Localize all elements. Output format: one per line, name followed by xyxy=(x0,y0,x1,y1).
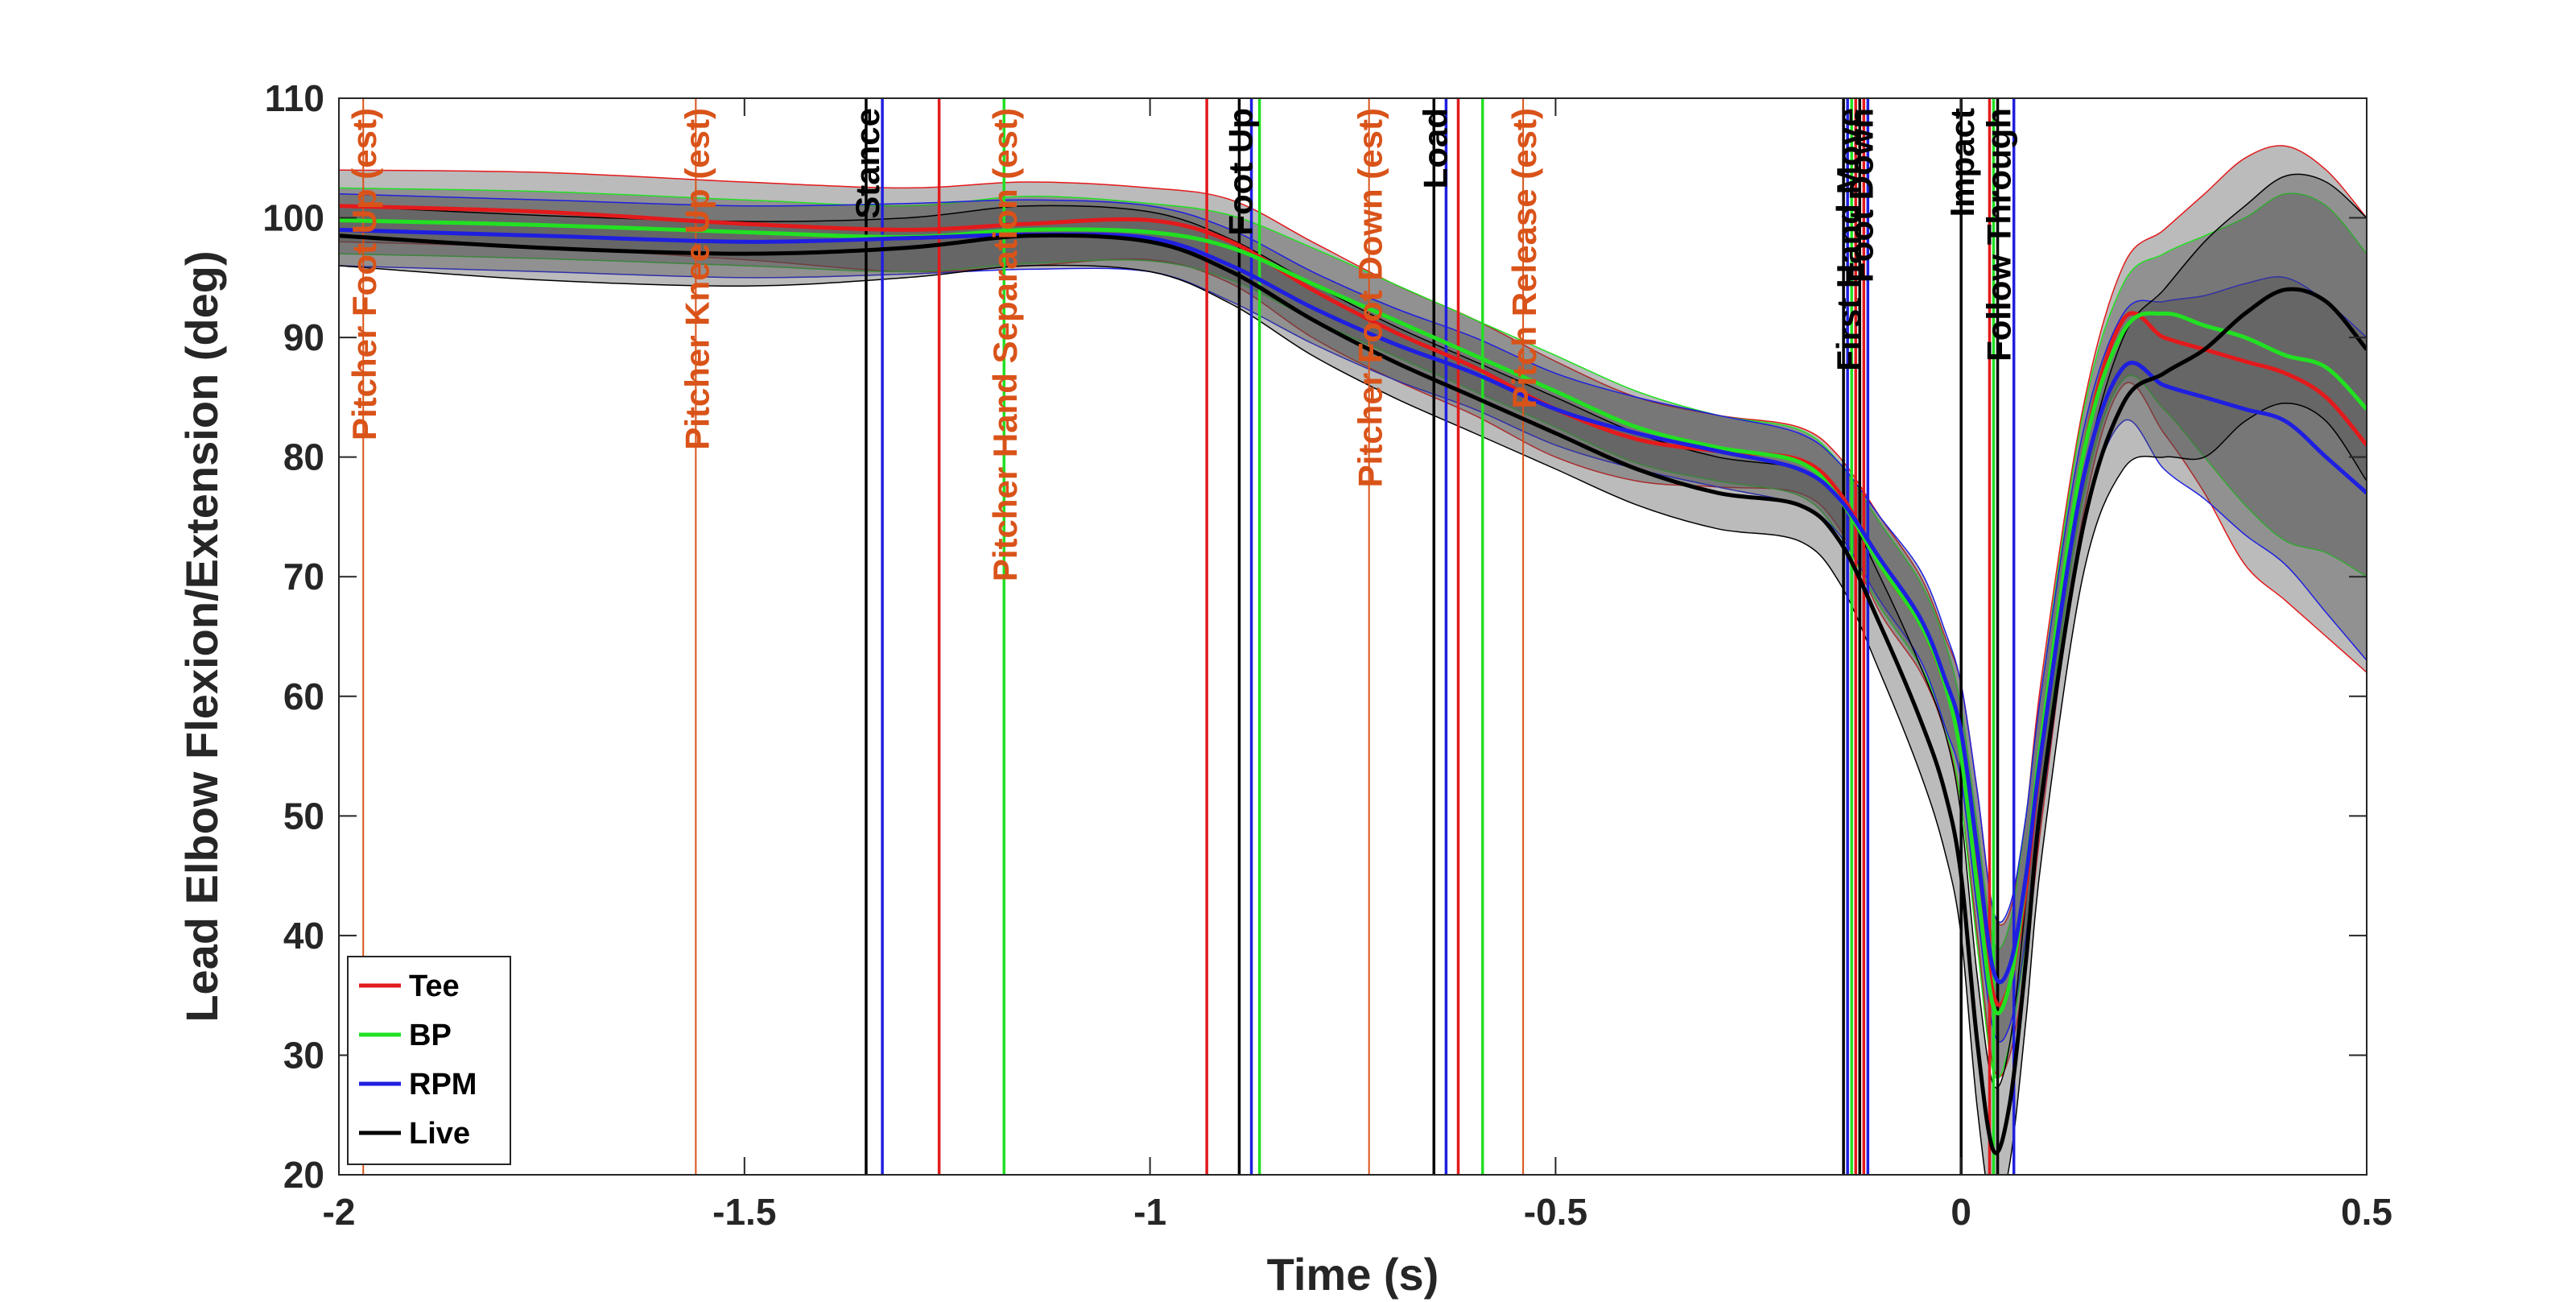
x-axis-label: Time (s) xyxy=(1267,1249,1439,1300)
series-line-bp xyxy=(339,218,2367,1015)
pitcher-event-label: Pitcher Foot Down (est) xyxy=(1352,108,1389,487)
y-axis-label: Lead Elbow Flexion/Extension (deg) xyxy=(176,250,227,1022)
y-tick-label: 80 xyxy=(283,436,324,478)
pitcher-event-label: Pitch Release (est) xyxy=(1505,108,1543,409)
band-rpm xyxy=(339,193,2367,1043)
band-bp xyxy=(339,187,2367,1080)
x-tick-label: 0.5 xyxy=(2341,1191,2392,1233)
swing-event-label: Follow Through xyxy=(1980,108,2018,362)
y-tick-label: 60 xyxy=(283,676,324,717)
legend-label-rpm: RPM xyxy=(409,1068,477,1102)
y-tick-label: 90 xyxy=(283,316,324,358)
swing-event-label: Foot Up xyxy=(1221,108,1259,236)
y-tick-label: 40 xyxy=(283,915,324,957)
legend: Tee BP RPM Live xyxy=(347,956,511,1165)
axes: -2 -1.5 -1 -0.5 0 0.5 20 30 40 50 60 70 80 90 100 110 xyxy=(262,77,2392,1233)
pitcher-event-label: Pitcher Knee Up (est) xyxy=(678,108,716,450)
series-line-live xyxy=(339,233,2367,1155)
swing-event-label: Impact xyxy=(1943,108,1981,217)
y-tick-label: 20 xyxy=(283,1154,324,1196)
legend-label-live: Live xyxy=(409,1117,470,1151)
legend-label-bp: BP xyxy=(409,1019,452,1052)
legend-label-tee: Tee xyxy=(409,969,460,1003)
swing-event-label: Foot Down xyxy=(1842,108,1880,283)
band-tee xyxy=(339,145,2367,1078)
y-tick-label: 50 xyxy=(283,795,324,837)
confidence-bands xyxy=(339,145,2367,1175)
x-tick-label: -1.5 xyxy=(712,1191,776,1233)
pitcher-event-label: Pitcher Hand Separation (est) xyxy=(986,108,1024,581)
y-tick-label: 110 xyxy=(265,77,324,119)
pitcher-event-label: Pitcher Foot Up (est) xyxy=(345,108,383,440)
swing-event-label: First Hand Move xyxy=(1830,108,1868,371)
legend-box xyxy=(347,956,511,1165)
x-tick-label: -2 xyxy=(323,1191,356,1233)
y-tick-label: 30 xyxy=(283,1034,324,1076)
band-live xyxy=(339,173,2367,1175)
y-tick-label: 70 xyxy=(283,556,324,597)
series-lines xyxy=(339,204,2367,1155)
axes-box xyxy=(338,97,2368,1176)
x-tick-label: 0 xyxy=(1951,1191,1971,1233)
swing-event-label: Load xyxy=(1416,108,1454,188)
x-tick-label: -1 xyxy=(1133,1191,1166,1233)
swing-event-label: Stance xyxy=(848,108,886,219)
y-tick-label: 100 xyxy=(262,197,324,239)
x-tick-label: -0.5 xyxy=(1524,1191,1587,1233)
